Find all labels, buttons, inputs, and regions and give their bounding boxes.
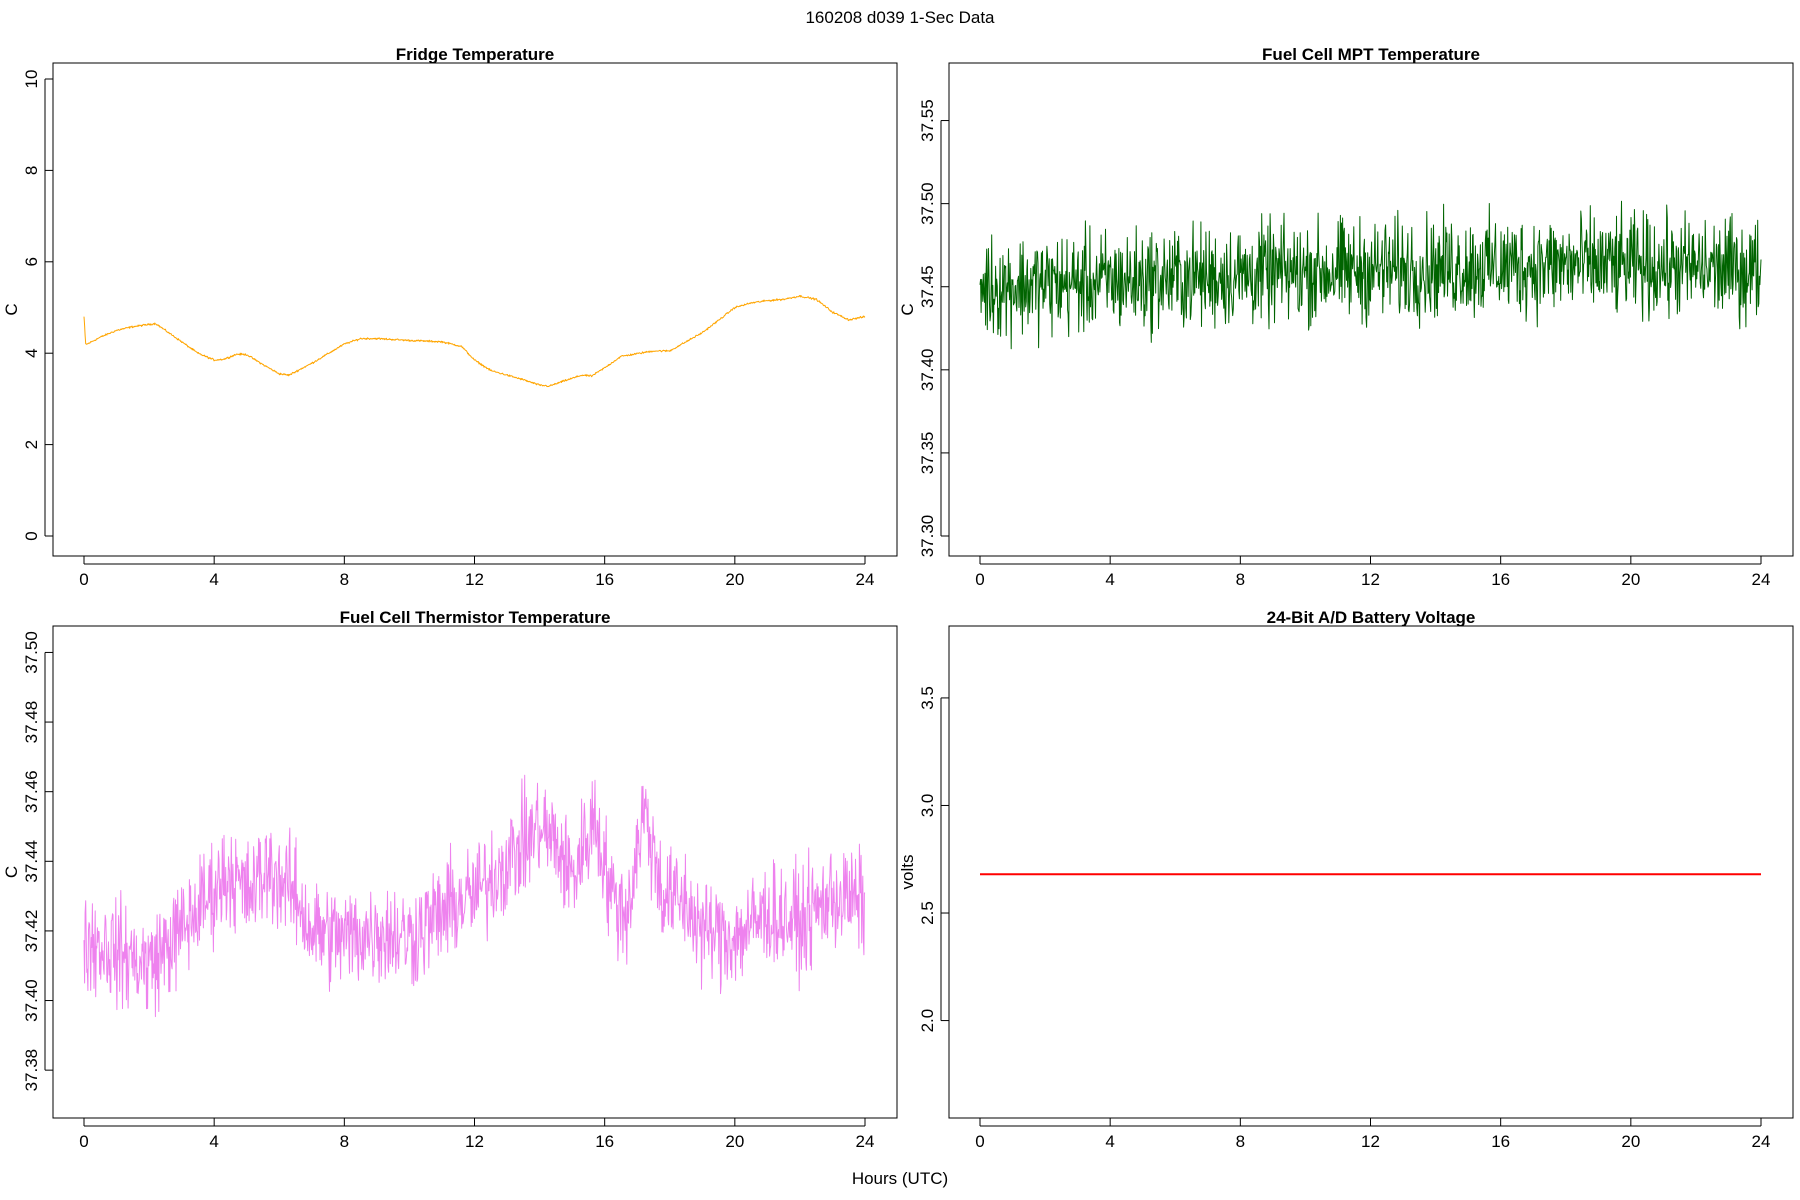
y-axis-label: C <box>2 303 21 315</box>
y-tick-label: 37.46 <box>22 770 41 813</box>
series-line <box>979 200 1762 350</box>
y-tick-label: 37.50 <box>918 182 937 225</box>
y-tick-label: 37.45 <box>918 265 937 308</box>
y-tick-label: 4 <box>22 348 41 357</box>
y-tick-label: 37.40 <box>22 979 41 1022</box>
x-tick-label: 8 <box>1236 1132 1245 1151</box>
x-tick-label: 24 <box>1752 570 1771 589</box>
plot-frame <box>948 62 1794 557</box>
x-tick-label: 0 <box>79 570 88 589</box>
x-tick-label: 4 <box>1105 570 1114 589</box>
panel-title: Fuel Cell MPT Temperature <box>1262 45 1480 64</box>
panel-title: 24-Bit A/D Battery Voltage <box>1267 608 1476 627</box>
x-tick-label: 12 <box>1361 570 1380 589</box>
y-tick-label: 37.35 <box>918 432 937 475</box>
y-tick-label: 37.44 <box>22 840 41 883</box>
series-line <box>83 295 866 388</box>
x-tick-label: 16 <box>595 1132 614 1151</box>
x-tick-label: 16 <box>595 570 614 589</box>
x-tick-label: 12 <box>1361 1132 1380 1151</box>
shared-x-axis-label: Hours (UTC) <box>852 1169 948 1188</box>
x-tick-label: 4 <box>209 570 218 589</box>
x-tick-label: 24 <box>856 570 875 589</box>
y-axis-label: C <box>2 866 21 878</box>
y-tick-label: 0 <box>22 531 41 540</box>
x-tick-label: 0 <box>975 570 984 589</box>
x-tick-label: 12 <box>465 1132 484 1151</box>
y-tick-label: 10 <box>22 70 41 89</box>
panel-battery-voltage: 24-Bit A/D Battery Voltage volts 0 4 8 12 16 20… <box>898 608 1794 1151</box>
x-tick-label: 24 <box>1752 1132 1771 1151</box>
y-tick-label: 8 <box>22 166 41 175</box>
x-tick-label: 8 <box>340 570 349 589</box>
y-tick-label: 2 <box>22 440 41 449</box>
plot-frame <box>948 625 1794 1119</box>
y-tick-label: 37.30 <box>918 515 937 558</box>
y-tick-label: 3.0 <box>918 794 937 818</box>
x-tick-label: 16 <box>1491 1132 1510 1151</box>
x-tick-label: 20 <box>1621 570 1640 589</box>
y-axis-label: C <box>898 303 917 315</box>
x-tick-label: 16 <box>1491 570 1510 589</box>
figure-title: 160208 d039 1-Sec Data <box>805 8 995 27</box>
y-tick-label: 37.40 <box>918 349 937 392</box>
series-line <box>83 774 866 1018</box>
plot-frame <box>52 62 898 557</box>
x-tick-label: 8 <box>1236 570 1245 589</box>
x-tick-label: 8 <box>340 1132 349 1151</box>
y-tick-label: 37.38 <box>22 1049 41 1092</box>
x-tick-label: 4 <box>1105 1132 1114 1151</box>
panel-title: Fridge Temperature <box>396 45 554 64</box>
y-axis-label: volts <box>898 855 917 890</box>
x-tick-label: 20 <box>725 1132 744 1151</box>
y-tick-label: 6 <box>22 257 41 266</box>
x-tick-label: 0 <box>975 1132 984 1151</box>
y-tick-label: 3.5 <box>918 686 937 710</box>
x-tick-label: 24 <box>856 1132 875 1151</box>
y-tick-label: 37.48 <box>22 701 41 744</box>
panel-title: Fuel Cell Thermistor Temperature <box>340 608 611 627</box>
y-tick-label: 37.50 <box>22 631 41 674</box>
x-tick-label: 0 <box>79 1132 88 1151</box>
panel-fuel-cell-mpt-temperature: Fuel Cell MPT Temperature C 0 4 8 12 16 20 24 37.… <box>898 45 1794 589</box>
panel-fuel-cell-thermistor-temperature: Fuel Cell Thermistor Temperature C 0 4 8 12 16… <box>2 608 898 1151</box>
x-tick-label: 4 <box>209 1132 218 1151</box>
x-tick-label: 20 <box>725 570 744 589</box>
y-tick-label: 37.42 <box>22 910 41 953</box>
y-tick-label: 2.5 <box>918 901 937 925</box>
y-tick-label: 37.55 <box>918 99 937 142</box>
x-tick-label: 12 <box>465 570 484 589</box>
x-tick-label: 20 <box>1621 1132 1640 1151</box>
y-tick-label: 2.0 <box>918 1009 937 1033</box>
